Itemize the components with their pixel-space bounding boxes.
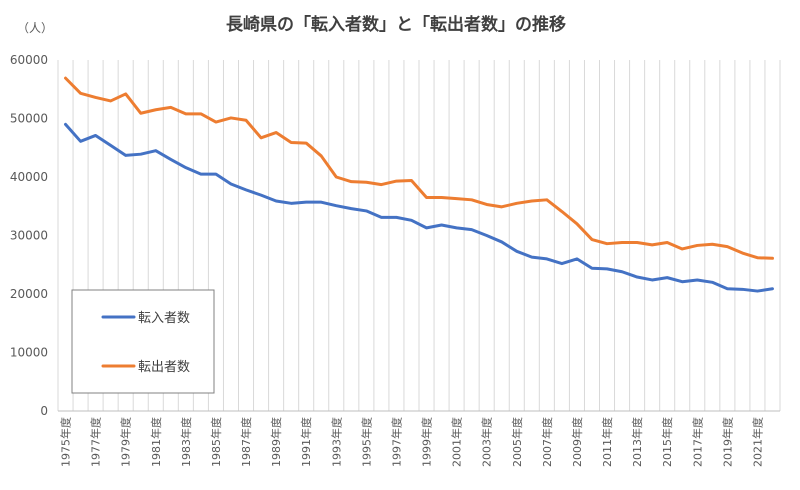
x-tick-label: 1999年度 [420,417,434,467]
x-tick-label: 2015年度 [660,417,674,467]
x-tick-label: 2021年度 [750,417,764,467]
x-tick-label: 2001年度 [450,417,464,467]
y-tick-label: 50000 [10,112,48,126]
y-axis-label: （人） [17,21,53,35]
y-tick-label: 40000 [10,170,48,184]
x-tick-label: 2007年度 [540,417,554,467]
x-tick-label: 1995年度 [359,417,373,467]
x-tick-label: 2019年度 [720,417,734,467]
series-lines [64,76,774,293]
x-tick-label: 1985年度 [209,417,223,467]
x-tick-label: 1987年度 [239,417,253,467]
x-tick-label: 1975年度 [59,417,73,467]
x-tick-label: 1983年度 [179,417,193,467]
x-tick-label: 1977年度 [89,417,103,467]
x-tick-label: 2017年度 [690,417,704,467]
x-tick-label: 1993年度 [329,417,343,467]
x-tick-label: 1991年度 [299,417,313,467]
y-tick-label: 20000 [10,287,48,301]
legend-label-tenshutsu: 転出者数 [138,360,190,375]
series-line-1 [64,76,774,260]
series-line-0 [64,122,774,293]
y-tick-label: 30000 [10,229,48,243]
x-tick-label: 2005年度 [510,417,524,467]
y-tick-label: 10000 [10,346,48,360]
x-tick-label: 1979年度 [119,417,133,467]
x-tick-label: 1989年度 [269,417,283,467]
x-tick-label: 2011年度 [600,417,614,467]
legend-label-tennyu: 転入者数 [138,311,190,326]
y-tick-label: 60000 [10,53,48,67]
legend-box [71,289,215,394]
chart-title: 長崎県の「転入者数」と「転出者数」の推移 [226,14,566,35]
axes: 0 10000 20000 30000 40000 50000 60000 1975年度 197… [10,53,780,467]
x-tick-label: 2009年度 [570,417,584,467]
x-tick-label: 1997年度 [389,417,403,467]
x-tick-label: 2003年度 [480,417,494,467]
x-tick-label: 1981年度 [149,417,163,467]
y-tick-label: 0 [40,404,48,418]
legend: 転入者数 転出者数 [71,289,215,394]
x-tick-label: 2013年度 [630,417,644,467]
